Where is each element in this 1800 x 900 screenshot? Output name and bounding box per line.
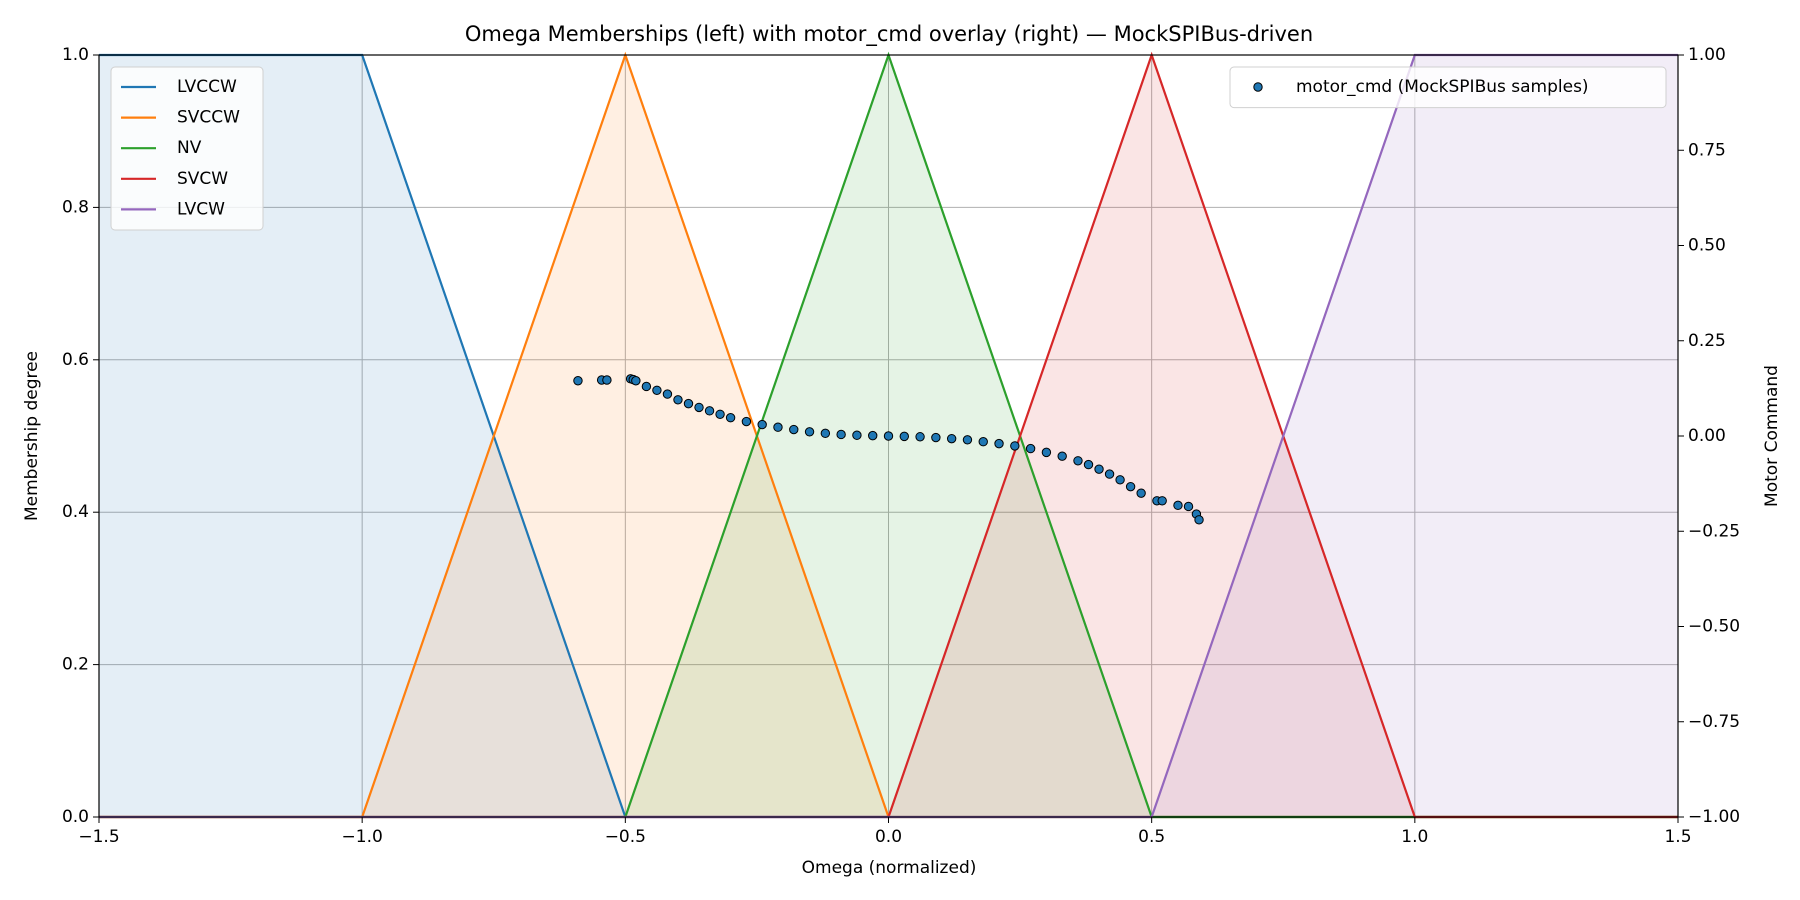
scatter-point [820,428,831,439]
legend-swatch [1253,82,1263,92]
scatter-point [741,416,752,427]
x-tick-label: −0.5 [605,827,646,847]
area [99,55,1678,817]
scatter-point [1136,488,1146,498]
scatter-point [852,430,862,440]
area [99,55,1678,817]
y2-tick-label: −1.00 [1688,807,1740,827]
x-tick-label: −1.5 [78,827,119,847]
legend-label: SVCW [177,169,228,189]
scatter-point [694,402,704,413]
scatter-point [804,427,815,437]
scatter-point [1173,500,1183,511]
scatter-point [704,406,715,416]
y2-tick-label: −0.75 [1688,712,1740,732]
scatter-point [1073,456,1083,466]
y-tick-label: 1.0 [62,45,89,65]
scatter-point [883,431,894,441]
y2-tick-label: 0.00 [1688,426,1726,446]
scatter-point [757,419,767,430]
scatter-point [641,381,652,392]
scatter-point [652,385,662,395]
legend-label: LVCCW [177,77,237,97]
y2-tick-label: 1.00 [1688,45,1726,65]
scatter-point [683,398,694,409]
scatter-point [573,376,583,386]
scatter-point [1010,441,1020,451]
scatter-point [946,433,957,444]
y2-tick-label: 0.50 [1688,236,1726,256]
scatter-point [789,424,799,435]
legend-label: NV [177,138,202,158]
chart-title: Omega Memberships (left) with motor_cmd … [465,22,1313,47]
y-tick-label: 0.2 [62,655,89,675]
y2-tick-label: −0.50 [1688,617,1740,637]
scatter-point [773,422,783,432]
scatter-point [602,375,612,385]
legend-label: motor_cmd (MockSPIBus samples) [1296,77,1589,97]
y-tick-label: 0.0 [62,807,89,827]
legend-box [1229,66,1667,109]
area [99,55,1678,817]
scatter-point [1041,447,1052,458]
y-tick-label: 0.4 [62,502,89,522]
scatter-point [662,389,673,399]
y-tick-label: 0.8 [62,197,89,217]
x-axis-label: Omega (normalized) [802,858,977,878]
x-tick-label: 1.0 [1401,827,1428,847]
y2-tick-label: 0.25 [1688,331,1726,351]
y-tick-label: 0.6 [62,350,89,370]
scatter-point [899,431,909,442]
scatter-point [1125,481,1136,492]
scatter-point [931,432,941,443]
x-tick-label: −1.0 [342,827,383,847]
legend-label: SVCCW [177,108,240,128]
x-tick-label: 1.5 [1664,827,1691,847]
y2-axis-label: Motor Command [1762,365,1782,507]
scatter-point [962,435,973,445]
area [99,55,1678,817]
scatter-point [978,437,988,447]
scatter-point [994,438,1004,449]
scatter-point [1094,464,1104,474]
scatter-point [673,395,683,405]
legend-label: LVCW [177,199,225,219]
y2-tick-label: 0.75 [1688,140,1726,160]
x-tick-label: 0.5 [1138,827,1165,847]
x-tick-label: 0.0 [875,827,902,847]
scatter-point [868,430,878,441]
scatter-point [1183,501,1194,512]
scatter-point [1057,451,1067,461]
y2-tick-label: −0.25 [1688,521,1740,541]
scatter-point [1104,469,1115,479]
scatter-point [715,409,725,419]
scatter-point [1157,496,1167,506]
scatter-point [1025,443,1036,454]
scatter-point [1194,515,1204,525]
scatter-point [1083,459,1094,470]
plot-frame [98,54,1679,818]
scatter-point [631,376,641,386]
scatter-point [1115,475,1125,485]
scatter-point [915,432,925,442]
y-axis-label: Membership degree [22,351,42,521]
scatter-point [836,429,846,440]
legend-box [110,66,264,231]
scatter-point [725,413,736,423]
